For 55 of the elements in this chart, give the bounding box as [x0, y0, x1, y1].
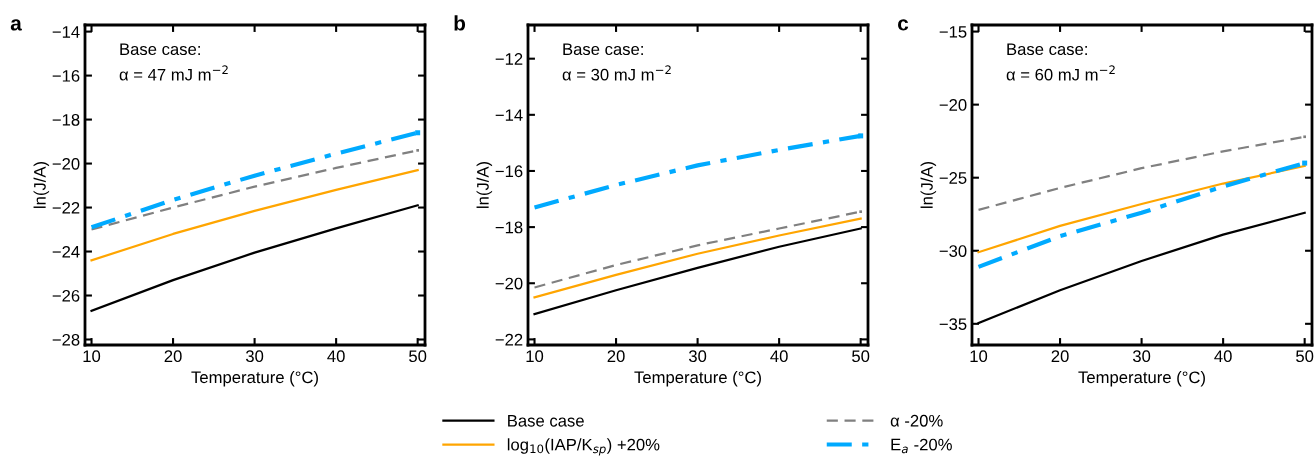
annotation: Base case:: [1007, 43, 1087, 56]
y-tick-label: −18: [52, 113, 80, 126]
y-tick-label: −20: [495, 277, 523, 290]
annotation: Base case:: [120, 43, 200, 56]
y-tick-label: −20: [52, 157, 80, 170]
y-tick-label: −24: [52, 245, 80, 258]
x-tick-label: 40: [1214, 350, 1232, 363]
annotation: Base case:: [563, 43, 643, 56]
x-tick-label: 20: [1051, 350, 1069, 363]
x-tick-label: 50: [1296, 350, 1314, 363]
y-axis-title: ln(J/A): [476, 161, 493, 208]
y-tick-label: −26: [52, 289, 80, 302]
x-axis-title: Temperature (°C): [191, 370, 318, 387]
line-series: [90, 169, 419, 262]
x-tick-label: 40: [327, 350, 345, 363]
y-axis-title: ln(J/A): [920, 161, 937, 208]
y-tick-label: −12: [495, 53, 523, 65]
y-tick-label: −20: [939, 99, 967, 111]
x-tick-label: 30: [1132, 350, 1151, 363]
chart-title: c: [898, 19, 909, 31]
y-axis-title: ln(J/A): [33, 161, 50, 208]
y-tick-label: −22: [52, 201, 80, 214]
legend-label: log$_{10}$(IAP/K$_{sp}$) +20%: [507, 438, 660, 456]
legend-label: α -20%: [890, 414, 943, 427]
x-tick-label: 20: [164, 350, 182, 363]
y-tick-label: −28: [52, 333, 80, 346]
line-series: [533, 217, 862, 299]
legend-label: Base case: [508, 415, 584, 427]
x-axis-title: Temperature (°C): [634, 370, 761, 387]
x-tick-label: 50: [852, 350, 870, 363]
y-tick-label: −14: [52, 26, 80, 38]
annotation: α = 47 mJ m$^{−2}$: [119, 65, 228, 81]
x-axis-title: Temperature (°C): [1078, 370, 1205, 387]
x-tick-label: 20: [607, 350, 625, 363]
y-tick-label: −14: [495, 109, 523, 121]
annotation: α = 30 mJ m$^{−2}$: [562, 65, 671, 81]
y-tick-label: −16: [495, 165, 523, 178]
x-tick-label: 50: [409, 350, 427, 363]
chart-title: a: [10, 19, 22, 31]
x-tick-label: 30: [688, 350, 707, 363]
annotation: α = 60 mJ m$^{−2}$: [1006, 65, 1115, 81]
y-tick-label: −15: [939, 26, 967, 38]
y-tick-label: −22: [495, 333, 523, 346]
legend-label: E$_{a}$ -20%: [891, 438, 952, 454]
y-tick-label: −16: [52, 69, 80, 82]
x-tick-label: 30: [245, 350, 264, 363]
y-tick-label: −35: [939, 318, 967, 331]
y-tick-label: −25: [939, 172, 967, 184]
x-tick-label: 10: [526, 350, 544, 363]
chart-title: b: [454, 15, 466, 31]
x-tick-label: 10: [83, 350, 101, 363]
x-tick-label: 40: [770, 350, 788, 363]
y-tick-label: −30: [939, 245, 967, 257]
x-tick-label: 10: [970, 350, 988, 363]
y-tick-label: −18: [495, 221, 523, 234]
